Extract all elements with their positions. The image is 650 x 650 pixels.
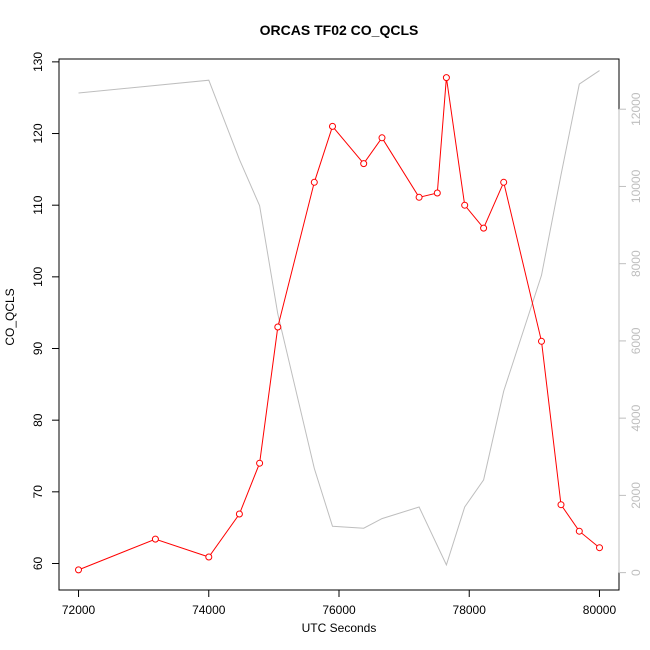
x-tick-label: 72000 [62, 603, 96, 617]
data-point [557, 501, 565, 509]
plot-frame [58, 58, 620, 591]
secondary-series-line [78, 70, 600, 567]
y-axis-right: 0 2000 4000 6000 8000 10000 12000 [618, 92, 643, 576]
y-tick-label-right: 10000 [629, 169, 643, 203]
data-point [415, 193, 423, 201]
data-point [480, 224, 488, 232]
data-point [500, 178, 508, 186]
data-point [235, 510, 243, 518]
chart-title: ORCAS TF02 CO_QCLS [260, 22, 419, 38]
secondary-series [78, 70, 600, 567]
data-point [442, 74, 450, 82]
y-tick-label-right: 0 [629, 569, 643, 576]
x-tick-label: 76000 [322, 603, 356, 617]
data-point [75, 566, 82, 574]
y-tick-label-left: 90 [31, 342, 45, 356]
data-point [461, 201, 469, 209]
y-tick-label-left: 60 [31, 557, 45, 571]
y-tick-label-right: 2000 [629, 482, 643, 509]
y-tick-label-left: 80 [31, 413, 45, 427]
x-axis: 72000 74000 76000 78000 80000 [62, 589, 617, 617]
data-point [329, 122, 336, 130]
x-tick-label: 80000 [583, 603, 617, 617]
primary-series [75, 74, 603, 574]
y-tick-label-left: 130 [31, 52, 45, 72]
data-point [596, 544, 603, 552]
y-tick-label-right: 4000 [629, 404, 643, 431]
data-point [538, 337, 545, 345]
y-tick-label-left: 110 [31, 195, 45, 214]
data-point [256, 459, 264, 467]
y-tick-label-right: 6000 [629, 327, 643, 354]
data-point [378, 134, 386, 142]
data-point [433, 189, 441, 197]
primary-series-line [78, 77, 600, 571]
y-tick-label-left: 70 [31, 485, 45, 499]
x-tick-label: 78000 [453, 603, 487, 617]
y-axis-left: 60 70 80 90 100 110 120 130 [31, 52, 60, 571]
y-axis-label: CO_QCLS [3, 288, 17, 345]
data-point [151, 535, 159, 543]
data-point [205, 553, 213, 561]
x-axis-label: UTC Seconds [302, 621, 377, 635]
y-tick-label-left: 120 [31, 123, 45, 143]
data-point [310, 178, 318, 186]
x-tick-label: 74000 [192, 603, 226, 617]
data-point [575, 527, 583, 535]
y-tick-label-left: 100 [31, 266, 45, 286]
data-point [360, 160, 368, 168]
data-point [274, 323, 282, 331]
y-tick-label-right: 8000 [629, 250, 643, 277]
y-tick-label-right: 12000 [629, 92, 643, 126]
